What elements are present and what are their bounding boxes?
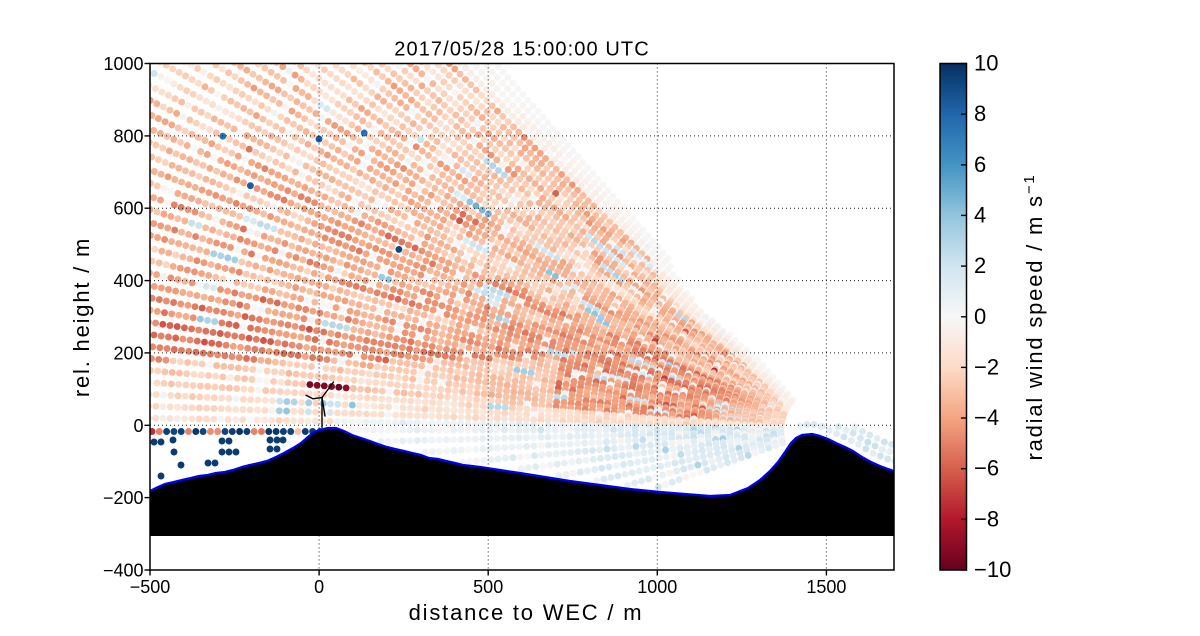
svg-text:800: 800 [113, 126, 143, 146]
svg-text:2: 2 [974, 253, 986, 278]
svg-text:600: 600 [113, 199, 143, 219]
svg-text:6: 6 [974, 152, 986, 177]
svg-text:rel. height / m: rel. height / m [69, 237, 94, 397]
svg-text:4: 4 [974, 202, 986, 227]
svg-text:1000: 1000 [637, 577, 677, 597]
svg-text:−4: −4 [974, 405, 999, 430]
svg-text:−200: −200 [103, 488, 144, 508]
svg-text:1000: 1000 [103, 54, 143, 74]
svg-text:400: 400 [113, 271, 143, 291]
svg-text:1500: 1500 [806, 577, 846, 597]
svg-text:−500: −500 [130, 577, 171, 597]
svg-text:500: 500 [473, 577, 503, 597]
svg-text:−6: −6 [974, 456, 999, 481]
svg-text:radial wind speed / m s−1: radial wind speed / m s−1 [1021, 173, 1047, 460]
svg-text:8: 8 [974, 101, 986, 126]
svg-text:−2: −2 [974, 354, 999, 379]
svg-text:−400: −400 [103, 561, 144, 581]
svg-text:−10: −10 [974, 557, 1011, 582]
svg-text:0: 0 [133, 416, 143, 436]
svg-text:200: 200 [113, 343, 143, 363]
svg-text:2017/05/28 15:00:00 UTC: 2017/05/28 15:00:00 UTC [394, 39, 649, 61]
svg-text:−8: −8 [974, 506, 999, 531]
svg-text:distance to WEC / m: distance to WEC / m [409, 600, 644, 625]
svg-text:0: 0 [314, 577, 324, 597]
svg-text:10: 10 [974, 51, 998, 76]
svg-text:0: 0 [974, 304, 986, 329]
